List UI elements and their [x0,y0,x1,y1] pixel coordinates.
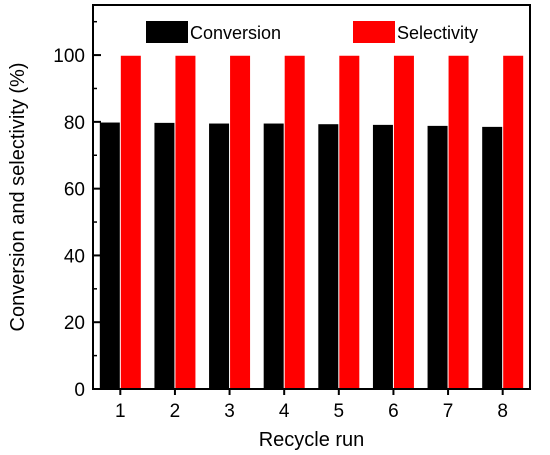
bar-conversion-run-4 [263,123,284,390]
bar-conversion-run-1 [99,122,120,390]
bar-conversion-run-3 [209,123,230,390]
bar-selectivity-run-3 [230,55,251,389]
bar-conversion-run-6 [372,124,393,389]
x-tick-label-2: 2 [170,401,181,422]
legend-swatch-selectivity [353,21,395,43]
x-tick-label-8: 8 [497,401,508,422]
bar-selectivity-run-7 [448,55,469,389]
y-tick-label-0: 0 [74,380,85,401]
bar-conversion-run-2 [154,122,175,389]
bar-conversion-run-5 [318,124,339,389]
y-tick-label-60: 60 [64,180,85,201]
x-tick-label-7: 7 [443,401,454,422]
bar-selectivity-run-2 [175,55,196,389]
plot-frame [92,4,531,390]
bar-selectivity-run-6 [393,55,414,389]
y-tick-label-20: 20 [64,313,85,334]
x-tick-label-6: 6 [388,401,399,422]
bar-selectivity-run-1 [120,55,141,389]
x-tick-label-3: 3 [224,401,235,422]
bar-conversion-run-8 [482,126,503,389]
x-axis: 1 2 3 4 5 6 7 8 [115,389,508,422]
y-tick-label-100: 100 [53,46,85,67]
legend: Conversion Selectivity [146,21,478,43]
bar-selectivity-run-5 [339,55,360,389]
bar-selectivity-run-4 [284,55,305,389]
bar-conversion-run-7 [427,125,448,389]
legend-swatch-conversion [146,21,188,43]
y-axis-title: Conversion and selectivity (%) [7,63,29,332]
x-axis-title: Recycle run [259,429,365,451]
legend-label-conversion: Conversion [190,23,281,43]
legend-label-selectivity: Selectivity [397,23,478,43]
y-tick-label-80: 80 [64,113,85,134]
y-tick-label-40: 40 [64,246,85,267]
x-tick-label-1: 1 [115,401,126,422]
x-tick-label-4: 4 [279,401,290,422]
bars-layer [99,55,524,390]
y-axis: 0 20 40 60 80 100 [53,20,101,401]
bar-selectivity-run-8 [503,55,524,389]
x-tick-label-5: 5 [334,401,345,422]
